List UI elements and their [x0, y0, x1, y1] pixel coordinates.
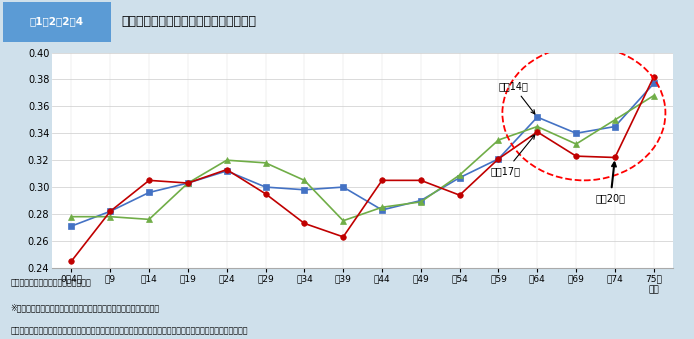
Text: 資料：厨生労働省「所得再分配調査」: 資料：厨生労働省「所得再分配調査」	[10, 279, 91, 287]
Text: 図1－2－2－4: 図1－2－2－4	[30, 16, 84, 26]
Text: 「再分配所得」とは、当初所得から税金、社会保険料を控除し、社会保障給付（現物、現金）を加えたもの。: 「再分配所得」とは、当初所得から税金、社会保険料を控除し、社会保障給付（現物、現…	[10, 326, 248, 335]
Text: ※「等価所得」とは、世帯の所得を世帯人員の平方根で除したもの。: ※「等価所得」とは、世帯の所得を世帯人員の平方根で除したもの。	[10, 303, 160, 313]
Text: 年齢階級別ジニ係数（等価再分配所得）: 年齢階級別ジニ係数（等価再分配所得）	[121, 15, 257, 28]
Text: 平成14年: 平成14年	[498, 81, 535, 114]
FancyBboxPatch shape	[3, 2, 111, 42]
Text: 平成17年: 平成17年	[491, 135, 535, 176]
Text: 平成20年: 平成20年	[595, 163, 625, 203]
